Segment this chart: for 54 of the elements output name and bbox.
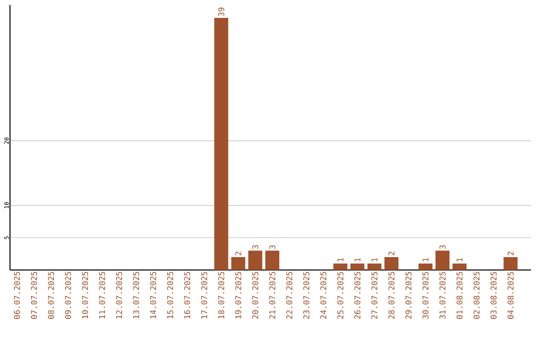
bar xyxy=(333,264,348,270)
x-tick-label: 01.08.2025 xyxy=(456,272,463,319)
x-tick-label: 21.07.2025 xyxy=(269,272,276,319)
data-label: 1 xyxy=(372,258,378,262)
data-label: 2 xyxy=(508,252,514,256)
bar xyxy=(384,257,398,270)
bar xyxy=(452,264,467,270)
bar xyxy=(248,250,262,270)
x-tick-label: 03.08.2025 xyxy=(490,272,497,319)
bar xyxy=(436,250,450,270)
x-tick-label: 30.07.2025 xyxy=(422,272,428,319)
bar xyxy=(350,264,364,270)
data-label: 1 xyxy=(456,258,462,262)
bar xyxy=(418,264,432,270)
x-tick-label: 29.07.2025 xyxy=(405,272,412,319)
x-tick-label: 13.07.2025 xyxy=(133,272,140,318)
x-tick-label: 18.07.2025 xyxy=(218,272,224,318)
x-tick-label: 06.07.2025 xyxy=(14,272,20,319)
x-tick-label: 22.07.2025 xyxy=(286,272,292,319)
x-tick-label: 14.07.2025 xyxy=(150,272,156,318)
x-tick-label: 20.07.2025 xyxy=(252,272,258,319)
bar xyxy=(265,250,280,270)
x-tick-label: 23.07.2025 xyxy=(303,272,310,319)
data-label: 3 xyxy=(439,245,446,249)
x-tick-label: 15.07.2025 xyxy=(167,272,174,318)
data-label: 3 xyxy=(252,245,258,249)
x-tick-label: 04.08.2025 xyxy=(508,272,514,319)
data-label: 3 xyxy=(269,245,276,249)
data-label: 2 xyxy=(388,252,394,256)
data-label: 1 xyxy=(422,258,428,262)
bar xyxy=(231,257,246,270)
data-label: 2 xyxy=(235,252,242,256)
x-tick-label: 11.07.2025 xyxy=(99,272,106,318)
x-tick-label: 17.07.2025 xyxy=(201,272,208,318)
x-tick-label: 24.07.2025 xyxy=(320,272,326,319)
x-tick-label: 16.07.2025 xyxy=(184,272,190,318)
data-label: 39 xyxy=(218,8,224,16)
x-tick-label: 02.08.2025 xyxy=(474,272,480,319)
x-tick-label: 12.07.2025 xyxy=(116,272,122,318)
x-tick-label: 26.07.2025 xyxy=(354,272,360,319)
x-tick-label: 31.07.2025 xyxy=(439,272,446,319)
x-tick-label: 09.07.2025 xyxy=(65,272,72,319)
data-label: 1 xyxy=(354,258,360,262)
x-tick-label: 08.07.2025 xyxy=(48,272,54,319)
x-tick-label: 19.07.2025 xyxy=(235,272,242,318)
x-tick-label: 10.07.2025 xyxy=(82,272,88,318)
x-tick-label: 25.07.2025 xyxy=(337,272,344,319)
bar xyxy=(504,257,518,270)
bar xyxy=(214,18,228,270)
x-tick-label: 28.07.2025 xyxy=(388,272,394,319)
data-label: 1 xyxy=(337,258,344,262)
bar xyxy=(367,264,382,270)
x-tick-label: 07.07.2025 xyxy=(30,272,38,319)
x-tick-label: 27.07.2025 xyxy=(371,272,378,319)
